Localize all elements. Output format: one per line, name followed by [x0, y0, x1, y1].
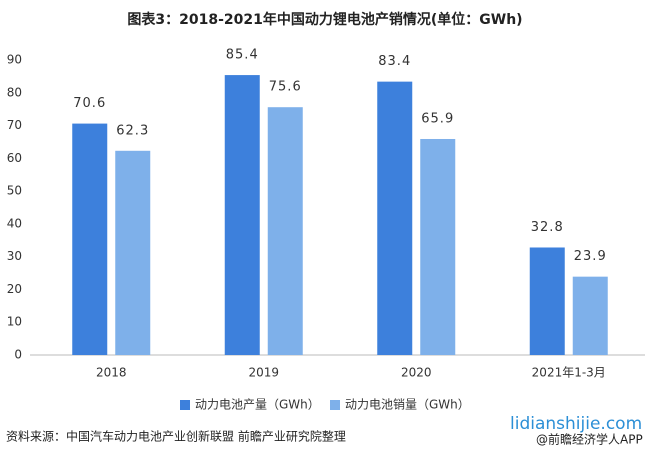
bar	[420, 138, 456, 355]
y-tick-label: 0	[14, 348, 22, 362]
x-tick-label: 2021年1-3月	[532, 366, 606, 380]
data-label: 23.9	[574, 249, 607, 264]
credit: @前瞻经济学人APP	[536, 432, 643, 447]
source: 资料来源：中国汽车动力电池产业创新联盟 前瞻产业研究院整理	[6, 429, 346, 444]
data-label: 65.9	[421, 111, 454, 126]
bar	[267, 107, 303, 355]
data-label: 75.6	[269, 80, 302, 95]
data-label: 32.8	[531, 220, 564, 235]
data-label: 83.4	[378, 54, 411, 69]
y-tick-label: 50	[7, 184, 22, 198]
y-tick-label: 70	[7, 118, 22, 132]
website: lidianshijie.com	[510, 414, 642, 434]
data-label: 70.6	[73, 96, 106, 111]
bar	[377, 81, 413, 355]
chart-title: 图表3：2018-2021年中国动力锂电池产销情况(单位：GWh)	[127, 11, 522, 28]
y-tick-label: 20	[7, 282, 22, 296]
x-tick-label: 2018	[96, 366, 127, 380]
x-tick-label: 2020	[401, 366, 432, 380]
legend-label: 动力电池销量（GWh）	[345, 398, 470, 412]
y-tick-label: 40	[7, 216, 22, 230]
bar	[115, 150, 151, 355]
x-tick-label: 2019	[248, 366, 279, 380]
bar	[572, 276, 608, 355]
y-tick-label: 90	[7, 53, 22, 67]
legend-swatch	[180, 400, 190, 410]
y-tick-label: 60	[7, 151, 22, 165]
data-label: 85.4	[226, 48, 259, 63]
legend-swatch	[330, 400, 340, 410]
data-label: 62.3	[116, 123, 149, 138]
legend-label: 动力电池产量（GWh）	[195, 398, 320, 412]
y-tick-label: 10	[7, 315, 22, 329]
bar	[72, 123, 108, 355]
y-tick-label: 30	[7, 249, 22, 263]
bar	[224, 75, 260, 356]
bar	[529, 247, 565, 355]
y-tick-label: 80	[7, 85, 22, 99]
